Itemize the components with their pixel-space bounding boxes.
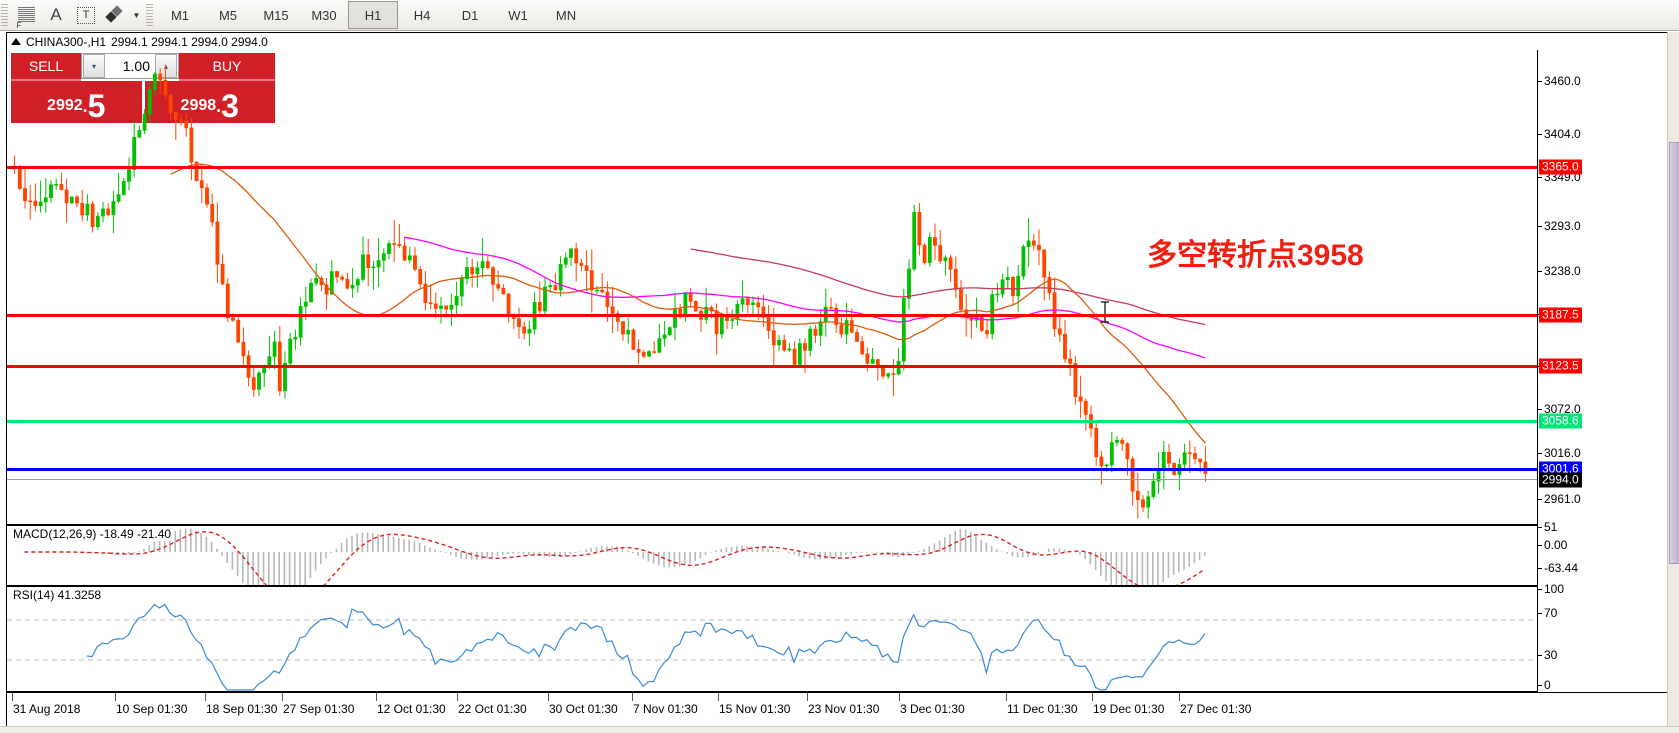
resistance-3123-label: 3123.5 <box>1539 358 1582 374</box>
chart-header: CHINA300-,H1 2994.1 2994.1 2994.0 2994.0 <box>7 33 1672 50</box>
level-line-3001-6[interactable] <box>7 468 1537 471</box>
toolbar-grip[interactable] <box>1 4 8 26</box>
text-a-icon[interactable]: A <box>50 5 62 24</box>
rsi-tick-0: 100 <box>1538 582 1564 596</box>
price-chart-canvas <box>12 64 1208 519</box>
timeframe-m15[interactable]: M15 <box>263 7 289 23</box>
time-tick-3: 27 Sep 01:30 <box>281 693 354 716</box>
time-tick-10: 3 Dec 01:30 <box>899 693 965 716</box>
time-tick-11: 11 Dec 01:30 <box>1006 693 1078 716</box>
macd-pane[interactable]: MACD(12,26,9) -18.49 -21.40 <box>7 525 1537 586</box>
rsi-tick-3: 0 <box>1538 678 1551 692</box>
status-bar <box>0 726 1679 733</box>
timeframe-h1[interactable]: H1 <box>348 1 398 29</box>
timeframe-w1[interactable]: W1 <box>508 7 528 23</box>
time-axis[interactable]: 31 Aug 2018 10 Sep 01:30 18 Sep 01:30 27 Se… <box>7 692 1672 727</box>
price-tick-3016-0: 3016.0 <box>1538 446 1581 460</box>
sell-button[interactable]: SELL <box>11 53 81 81</box>
chart-ohlc-values: 2994.1 2994.1 2994.0 2994.0 <box>111 34 268 49</box>
macd-canvas <box>24 528 1206 585</box>
volume-input[interactable]: 1.00 <box>122 58 150 74</box>
trade-controls-row: SELL ▾ 1.00 ▴ BUY <box>11 53 275 81</box>
chart-annotation-text: 多空转折点3958 <box>1147 239 1364 272</box>
macd-tick-2: -63.44 <box>1538 561 1578 575</box>
resistance-3365-label: 3365.0 <box>1539 159 1582 175</box>
price-tick-3072-0: 3072.0 <box>1538 402 1581 416</box>
sell-price-integer: 2992 <box>47 97 83 114</box>
timeframe-grip[interactable] <box>146 4 153 26</box>
timeframe-m5[interactable]: M5 <box>218 7 238 23</box>
buy-button[interactable]: BUY <box>179 53 275 81</box>
sell-price-decimal: 5 <box>87 88 106 124</box>
price-tick-3293-0: 3293.0 <box>1538 219 1581 233</box>
support-3058-label: 3058.6 <box>1539 413 1582 429</box>
time-tick-4: 12 Oct 01:30 <box>376 693 446 716</box>
chart-symbol-label: CHINA300-,H1 <box>26 34 107 49</box>
price-tick-3238-0: 3238.0 <box>1538 264 1581 278</box>
time-tick-8: 15 Nov 01:30 <box>717 693 790 716</box>
time-tick-9: 23 Nov 01:30 <box>806 693 879 716</box>
time-tick-7: 7 Nov 01:30 <box>632 693 698 716</box>
macd-tick-0: 51 <box>1538 520 1557 534</box>
time-tick-5: 22 Oct 01:30 <box>457 693 527 716</box>
price-chart-pane[interactable]: 多空转折点3958 <box>7 50 1537 525</box>
time-tick-1: 10 Sep 01:30 <box>114 693 187 716</box>
text-label-icon[interactable]: T <box>71 2 101 28</box>
chevron-down-icon: ▾ <box>91 61 96 71</box>
indicators-f-icon[interactable] <box>11 2 41 30</box>
volume-stepper[interactable]: ▾ 1.00 ▴ <box>81 53 179 79</box>
level-line-3123-5[interactable] <box>7 365 1537 368</box>
time-tick-13: 27 Dec 01:30 <box>1178 693 1251 716</box>
chart-window: CHINA300-,H1 2994.1 2994.1 2994.0 2994.0… <box>6 32 1673 727</box>
resistance-3187-label: 3187.5 <box>1539 307 1582 323</box>
chevron-down-icon[interactable]: ▼ <box>132 10 141 20</box>
level-line-3365-0[interactable] <box>7 166 1537 169</box>
price-axis[interactable]: 3460.03404.03349.03293.03238.03187.53123… <box>1537 50 1672 692</box>
timeframe-mn[interactable]: MN <box>555 7 577 23</box>
chevron-up-icon: ▴ <box>163 61 168 71</box>
rsi-canvas <box>7 603 1537 691</box>
sell-price-box[interactable]: 2992 . 5 <box>11 81 142 123</box>
time-tick-6: 30 Oct 01:30 <box>548 693 618 716</box>
time-tick-0: 31 Aug 2018 <box>11 693 80 716</box>
level-line-3187-5[interactable] <box>7 314 1537 317</box>
rsi-label: RSI(14) 41.3258 <box>11 588 104 602</box>
timeframe-h4[interactable]: H4 <box>413 7 431 23</box>
volume-decrease-button[interactable]: ▾ <box>83 54 105 78</box>
time-tick-2: 18 Sep 01:30 <box>204 693 277 716</box>
collapse-triangle-icon[interactable] <box>11 38 21 45</box>
level-line-2994-0[interactable] <box>7 479 1537 480</box>
vertical-scrollbar[interactable] <box>1667 32 1679 727</box>
scrollbar-thumb[interactable] <box>1669 142 1679 564</box>
timeframe-m1[interactable]: M1 <box>170 7 190 23</box>
objects-icon[interactable] <box>101 2 131 28</box>
timeframe-m30[interactable]: M30 <box>311 7 337 23</box>
buy-price-decimal: 3 <box>221 88 239 124</box>
main-toolbar: A T ▼ M1 M5 M15 M30 H1 H4 D1 W1 MN <box>0 0 1679 31</box>
sell-price-separator: . <box>82 96 88 116</box>
rsi-pane[interactable]: RSI(14) 41.3258 <box>7 586 1537 692</box>
timeframe-group: M1 M5 M15 M30 H1 H4 D1 W1 MN <box>156 1 590 29</box>
level-line-3058-6[interactable] <box>7 420 1537 423</box>
price-tick-2961-0: 2961.0 <box>1538 492 1581 506</box>
rsi-tick-2: 30 <box>1538 648 1557 662</box>
timeframe-d1[interactable]: D1 <box>461 7 479 23</box>
macd-tick-1: 0.00 <box>1538 538 1567 552</box>
current-price-2994-label: 2994.0 <box>1539 472 1582 488</box>
buy-price-integer: 2998 <box>180 97 217 114</box>
price-tick-3404-0: 3404.0 <box>1538 127 1581 141</box>
buy-price-separator: . <box>216 96 222 116</box>
time-tick-12: 19 Dec 01:30 <box>1091 693 1164 716</box>
price-tick-3460-0: 3460.0 <box>1538 74 1581 88</box>
macd-label: MACD(12,26,9) -18.49 -21.40 <box>11 527 174 541</box>
rsi-tick-1: 70 <box>1538 606 1557 620</box>
